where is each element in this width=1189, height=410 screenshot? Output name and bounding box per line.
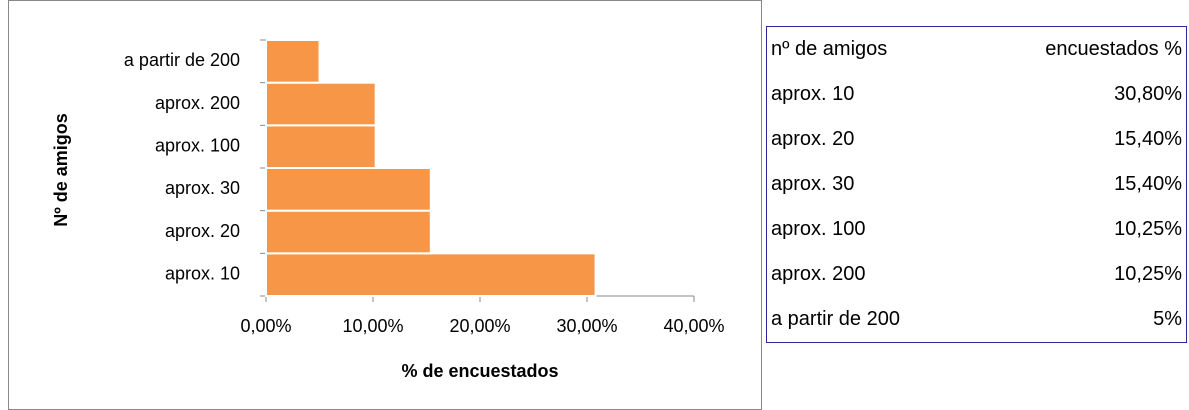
cell: aprox. 200 (771, 263, 866, 285)
bar (265, 167, 432, 212)
data-table: nº de amigos encuestados % aprox. 10 30,80%… (766, 26, 1187, 343)
cell: 10,25% (1114, 218, 1182, 240)
cell: aprox. 20 (771, 128, 855, 150)
y-tick-label: aprox. 100 (155, 135, 240, 155)
cell: aprox. 10 (771, 83, 855, 105)
y-tick-label: aprox. 200 (155, 93, 240, 113)
cell: 5% (1153, 308, 1182, 330)
x-axis-label: % de encuestados (401, 361, 558, 381)
cell: 15,40% (1114, 128, 1182, 150)
y-tick-label: aprox. 30 (165, 178, 240, 198)
table-row: a partir de 200 5% (767, 297, 1187, 343)
cell: encuestados % (1045, 38, 1182, 60)
bar (265, 252, 597, 297)
cell: a partir de 200 (771, 308, 900, 330)
chart: % de encuestados Nº de amigos 0,00% 10,00… (8, 0, 762, 410)
x-tick-label: 10,00% (342, 316, 403, 336)
cell: aprox. 100 (771, 218, 866, 240)
header-row: nº de amigos encuestados % (767, 27, 1187, 73)
bar (265, 39, 321, 84)
bar (265, 124, 377, 170)
y-tick-label: aprox. 20 (165, 221, 240, 241)
bar (265, 209, 432, 255)
table-row: aprox. 30 15,40% (767, 162, 1187, 207)
x-tick-label: 30,00% (556, 316, 617, 336)
table-row: aprox. 20 15,40% (767, 117, 1187, 162)
y-tick-label: a partir de 200 (124, 50, 240, 70)
cell: 10,25% (1114, 263, 1182, 285)
y-axis-label: Nº de amigos (51, 113, 71, 227)
table-row: aprox. 200 10,25% (767, 252, 1187, 297)
table-row: aprox. 100 10,25% (767, 207, 1187, 252)
x-tick-label: 40,00% (663, 316, 724, 336)
x-tick-label: 20,00% (449, 316, 510, 336)
bar (265, 81, 377, 127)
table-row: aprox. 10 30,80% (767, 72, 1187, 117)
cell: aprox. 30 (771, 173, 855, 195)
cell: 15,40% (1114, 173, 1182, 195)
cell: nº de amigos (771, 38, 888, 60)
y-tick-label: aprox. 10 (165, 263, 240, 283)
cell: 30,80% (1114, 83, 1182, 105)
x-tick-label: 0,00% (240, 316, 291, 336)
